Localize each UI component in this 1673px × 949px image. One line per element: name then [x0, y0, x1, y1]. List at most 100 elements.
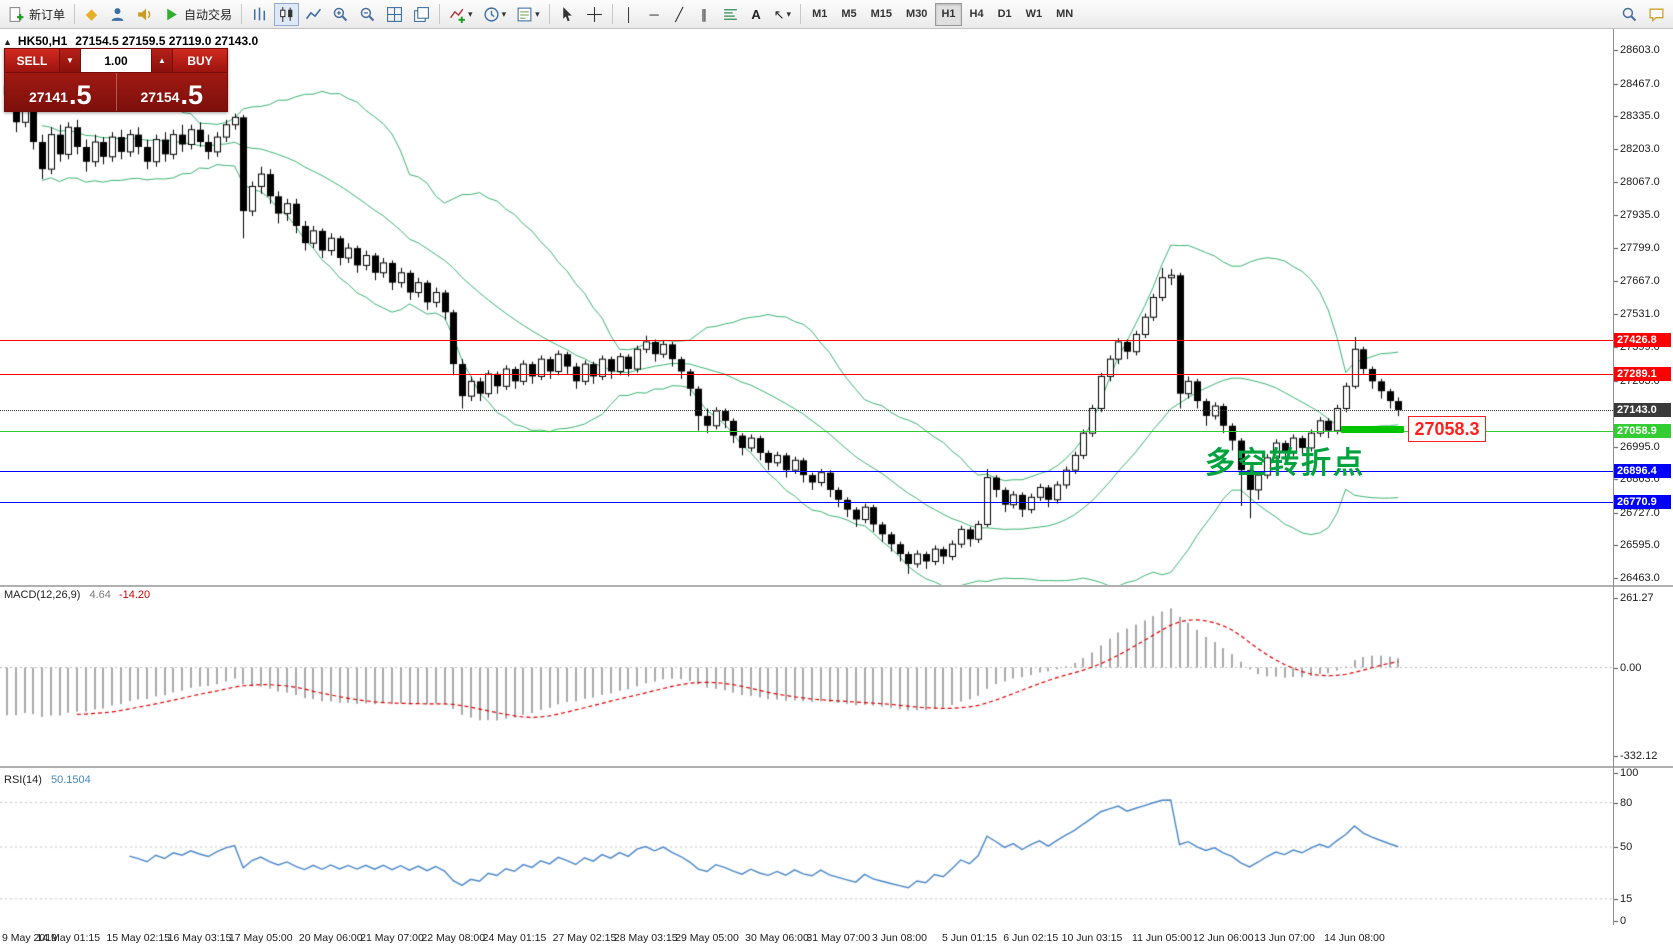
templates-button[interactable]: ▾ — [512, 3, 544, 26]
candlestick-chart-button[interactable] — [274, 2, 300, 26]
toolbar-separator — [74, 4, 76, 24]
time-tick-label: 22 May 08:00 — [421, 932, 486, 944]
search-button[interactable] — [1617, 3, 1642, 26]
timeframe-m5[interactable]: M5 — [835, 3, 862, 26]
horizontal-line-resistance[interactable] — [0, 374, 1613, 376]
timeframe-d1[interactable]: D1 — [992, 3, 1018, 26]
volume-down-button[interactable]: ▼ — [60, 48, 80, 73]
timeframe-m1[interactable]: M1 — [806, 3, 833, 26]
time-scale[interactable]: 9 May 2019 14 May 01:15 15 May 02:15 16 May… — [0, 925, 1673, 949]
chat-icon — [1649, 8, 1664, 22]
timeframe-h4[interactable]: H4 — [964, 3, 990, 26]
zoom-out-button[interactable] — [355, 3, 380, 26]
text-button[interactable]: A — [745, 3, 768, 26]
time-tick-label: 14 May 01:15 — [36, 932, 101, 944]
time-tick-label: 3 Jun 08:00 — [872, 932, 927, 944]
rsi-scale-label: 15 — [1620, 892, 1633, 905]
fibonacci-button[interactable] — [718, 3, 743, 26]
price-tick-label: 27935.0 — [1620, 208, 1660, 221]
price-flag-bid: 27143.0 — [1614, 403, 1671, 418]
zoom-in-button[interactable] — [328, 3, 353, 26]
annotation-text[interactable]: 多空转折点 — [1205, 447, 1365, 480]
time-tick-label: 30 May 06:00 — [745, 932, 809, 944]
price-tick-label: 26463.0 — [1620, 572, 1660, 584]
periods-icon — [483, 6, 499, 22]
time-tick-label: 21 May 07:00 — [360, 932, 424, 944]
price-tick-label: 26995.0 — [1620, 440, 1660, 453]
timeframe-mn[interactable]: MN — [1050, 3, 1079, 26]
toolbar-separator — [800, 4, 802, 24]
price-flag-resistance: 27289.1 — [1614, 367, 1671, 382]
new-order-button[interactable]: 新订单 — [4, 3, 69, 26]
rsi-scale-label: 0 — [1620, 915, 1627, 927]
chart-window: ▲ HK50,H1 27154.5 27159.5 27119.0 27143.0 … — [0, 29, 1673, 949]
new-order-icon — [9, 6, 24, 22]
time-tick-label: 28 May 03:15 — [613, 932, 678, 944]
indicators-icon — [450, 8, 465, 23]
volume-input[interactable] — [81, 49, 151, 72]
price-flag-support: 26896.4 — [1614, 464, 1671, 479]
horizontal-line-support[interactable] — [0, 502, 1613, 504]
timeframe-h1[interactable]: H1 — [935, 2, 962, 26]
macd-scale-label: -332.12 — [1620, 749, 1658, 762]
search-icon — [1622, 7, 1637, 21]
candlestick-chart-icon — [280, 6, 293, 22]
sell-price: 27141 .5 — [5, 73, 117, 111]
alerts-button[interactable] — [132, 3, 157, 26]
crosshair-icon — [586, 6, 602, 22]
toolbar-separator — [439, 4, 441, 24]
timeframe-m15[interactable]: M15 — [865, 3, 898, 26]
indicators-button[interactable]: ▾ — [445, 3, 477, 26]
chat-button[interactable] — [1644, 3, 1669, 26]
crosshair-button[interactable] — [582, 3, 607, 26]
ohlc-values: 27154.5 27159.5 27119.0 27143.0 — [75, 34, 259, 48]
buy-price-int: 27154 — [140, 89, 180, 105]
metaeditor-icon: ◆ — [85, 5, 98, 23]
macd-scale-label: 261.27 — [1620, 592, 1654, 605]
horizontal-line-bid[interactable] — [0, 410, 1613, 412]
horizontal-line-support[interactable] — [0, 471, 1613, 473]
time-tick-label: 16 May 03:15 — [167, 932, 232, 944]
bar-chart-button[interactable] — [247, 3, 272, 26]
one-click-trading-panel: SELL ▼ ▲ BUY 27141 .5 27154 .5 — [4, 48, 228, 112]
price-scale[interactable]: 28603.0 28467.0 28335.0 28203.0 28067.0 27935… — [1613, 29, 1673, 927]
channel-icon: ∥ — [700, 6, 708, 22]
buy-button[interactable]: BUY — [172, 48, 228, 73]
cursor-button[interactable] — [555, 3, 580, 26]
horizontal-line-button[interactable]: ─ — [643, 3, 666, 26]
timeframe-w1[interactable]: W1 — [1020, 3, 1049, 26]
macd-name: MACD(12,26,9) — [4, 589, 81, 601]
trendline-segment[interactable] — [1341, 426, 1404, 433]
templates-icon — [517, 7, 532, 21]
dropdown-caret-icon: ▾ — [786, 8, 792, 19]
channel-button[interactable]: ∥ — [693, 3, 716, 26]
alerts-icon — [138, 8, 151, 20]
horizontal-line-support[interactable] — [0, 430, 1613, 432]
horizontal-line-icon: ─ — [649, 6, 659, 22]
panel-separator[interactable] — [0, 766, 1673, 768]
volume-up-button[interactable]: ▲ — [152, 48, 172, 73]
panel-collapse-icon[interactable]: ▲ — [3, 37, 12, 47]
horizontal-line-resistance[interactable] — [0, 340, 1613, 342]
price-axis-border — [1613, 29, 1614, 949]
fibonacci-icon — [723, 8, 737, 20]
line-chart-button[interactable] — [301, 3, 326, 26]
autotrading-button[interactable]: 自动交易 — [159, 3, 236, 26]
community-button[interactable] — [105, 3, 130, 26]
tile-windows-button[interactable] — [382, 3, 407, 26]
trendline-price-label[interactable]: 27058.3 — [1408, 416, 1486, 442]
toolbar-separator — [611, 4, 613, 24]
time-tick-label: 11 Jun 05:00 — [1132, 932, 1192, 944]
periods-button[interactable]: ▾ — [479, 3, 511, 26]
rsi-scale-label: 50 — [1620, 841, 1633, 853]
vertical-line-button[interactable]: │ — [618, 3, 641, 26]
main-toolbar: 新订单 ◆ 自动交易 ▾ ▾ ▾ — [0, 0, 1673, 29]
sell-button[interactable]: SELL — [4, 48, 60, 73]
chart-canvas[interactable] — [0, 29, 1673, 949]
cascade-windows-button[interactable] — [409, 3, 434, 26]
timeframe-m30[interactable]: M30 — [900, 3, 933, 26]
trendline-button[interactable]: ╱ — [668, 3, 691, 26]
arrows-button[interactable]: ↖ ▾ — [770, 3, 795, 26]
panel-separator[interactable] — [0, 585, 1673, 587]
metaeditor-button[interactable]: ◆ — [80, 3, 103, 26]
